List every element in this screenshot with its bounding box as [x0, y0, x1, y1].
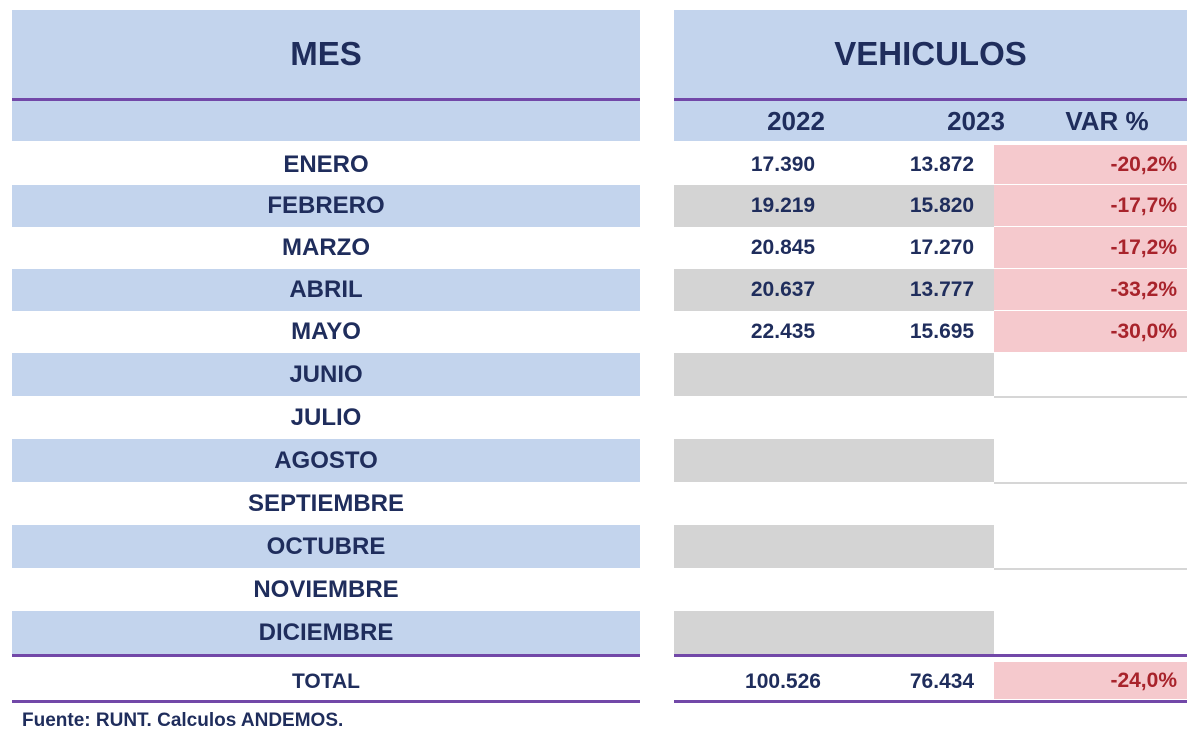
row-month: NOVIEMBRE [253, 575, 399, 603]
bottom-divider-left [12, 700, 640, 703]
value-band [674, 353, 994, 396]
var-empty-cell [994, 611, 1187, 656]
mes-subheader [12, 101, 640, 141]
row-month: ENERO [283, 151, 369, 178]
value-band [674, 185, 994, 227]
value-2022: 17.390 [750, 153, 816, 176]
row-month: AGOSTO [12, 439, 640, 482]
var-value: -17,7% [994, 185, 1187, 227]
year-2023-header: 2023 [947, 105, 1005, 136]
value-2023: 13.872 [909, 153, 975, 176]
value-2023: 17.270 [909, 236, 975, 259]
value-band [674, 439, 994, 482]
header-divider-left [12, 98, 640, 101]
row-month: JULIO [290, 403, 362, 431]
value-band [674, 611, 994, 654]
row-month: JUNIO [12, 353, 640, 396]
value-2022: 20.637 [750, 278, 816, 301]
row-month: ABRIL [12, 269, 640, 311]
vehiculos-header: VEHICULOS [674, 10, 1187, 98]
var-value: -17,2% [994, 227, 1187, 269]
value-band [674, 269, 994, 311]
var-header: VAR % [1065, 105, 1149, 136]
header-divider-right [674, 98, 1187, 101]
year-2022-header: 2022 [767, 105, 825, 136]
row-month: MAYO [291, 318, 361, 345]
mes-header: MES [12, 10, 640, 98]
total-divider-right [674, 654, 1187, 657]
value-2023: 15.695 [909, 320, 975, 343]
var-empty-cell [994, 525, 1187, 570]
total-2022: 100.526 [745, 670, 821, 693]
value-2023: 15.820 [909, 194, 975, 217]
total-label: TOTAL [291, 670, 361, 693]
row-month: SEPTIEMBRE [247, 489, 405, 517]
total-divider-left [12, 654, 640, 657]
row-month: OCTUBRE [12, 525, 640, 568]
row-month: FEBRERO [12, 185, 640, 227]
value-2022: 20.845 [750, 236, 816, 259]
total-2023: 76.434 [909, 670, 975, 693]
var-empty-cell [994, 439, 1187, 484]
source-note: Fuente: RUNT. Calculos ANDEMOS. [22, 710, 344, 731]
row-month: MARZO [282, 234, 370, 261]
row-month: DICIEMBRE [12, 611, 640, 654]
var-value: -20,2% [994, 145, 1187, 185]
total-var: -24,0% [994, 662, 1187, 700]
value-2023: 13.777 [909, 278, 975, 301]
bottom-divider-right [674, 700, 1187, 703]
var-value: -30,0% [994, 311, 1187, 353]
var-value: -33,2% [994, 269, 1187, 311]
var-empty-cell [994, 353, 1187, 398]
value-2022: 22.435 [750, 320, 816, 343]
value-band [674, 525, 994, 568]
year-subheader: 2022 2023 VAR % [674, 101, 1187, 141]
value-2022: 19.219 [750, 194, 816, 217]
